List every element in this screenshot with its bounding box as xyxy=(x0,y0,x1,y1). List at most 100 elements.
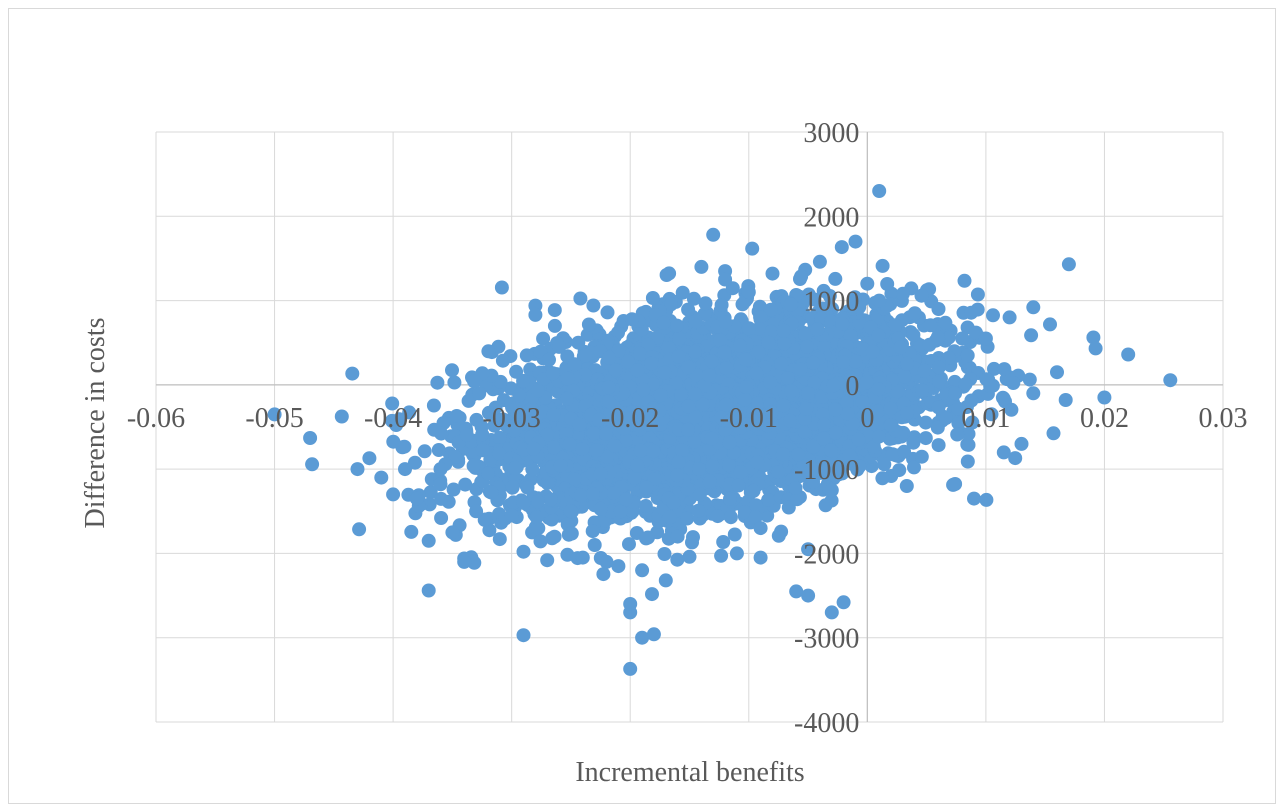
scatter-point xyxy=(526,441,541,456)
scatter-point xyxy=(586,426,601,441)
data-points xyxy=(267,184,1178,676)
scatter-point xyxy=(915,383,929,398)
scatter-point xyxy=(875,471,890,486)
scatter-point xyxy=(448,449,463,464)
scatter-point xyxy=(723,491,737,506)
scatter-point xyxy=(996,445,1011,460)
scatter-point xyxy=(385,396,400,411)
scatter-point xyxy=(892,463,907,478)
scatter-point xyxy=(957,273,972,288)
scatter-point xyxy=(964,305,979,320)
scatter-point xyxy=(804,463,819,478)
scatter-point xyxy=(714,548,729,563)
scatter-point xyxy=(573,488,588,503)
scatter-point xyxy=(542,352,556,367)
scatter-point xyxy=(618,433,633,448)
scatter-point xyxy=(761,335,776,350)
scatter-point xyxy=(621,354,636,369)
scatter-point xyxy=(611,343,626,358)
scatter-point xyxy=(748,498,763,513)
scatter-point xyxy=(540,476,555,490)
scatter-point xyxy=(613,504,628,519)
scatter-point xyxy=(602,350,616,365)
scatter-point xyxy=(633,346,648,361)
scatter-point xyxy=(719,361,734,375)
scatter-point xyxy=(828,271,843,286)
scatter-point xyxy=(586,298,601,313)
scatter-point xyxy=(502,419,517,434)
scatter-point xyxy=(748,510,763,525)
scatter-point xyxy=(763,324,778,339)
scatter-point xyxy=(1163,373,1178,388)
scatter-point xyxy=(688,314,703,329)
scatter-point xyxy=(430,375,445,390)
scatter-point xyxy=(464,444,479,459)
scatter-point xyxy=(979,492,994,507)
scatter-point xyxy=(930,420,945,435)
scatter-point xyxy=(492,446,507,461)
scatter-point xyxy=(646,444,661,459)
scatter-point xyxy=(606,486,621,501)
scatter-point xyxy=(459,427,474,442)
scatter-point xyxy=(950,427,965,442)
scatter-point xyxy=(688,410,703,425)
scatter-point xyxy=(510,399,525,414)
scatter-point xyxy=(670,318,684,333)
scatter-point xyxy=(774,356,789,371)
scatter-point xyxy=(593,501,608,516)
scatter-point xyxy=(572,417,587,432)
scatter-point xyxy=(941,330,956,345)
scatter-point xyxy=(692,487,707,502)
scatter-point xyxy=(906,327,921,342)
scatter-point xyxy=(389,418,404,432)
scatter-point xyxy=(633,443,648,458)
scatter-point xyxy=(625,312,639,327)
scatter-point xyxy=(546,407,561,422)
scatter-point xyxy=(547,318,562,333)
scatter-point xyxy=(750,455,765,470)
scatter-point xyxy=(801,386,815,401)
scatter-point xyxy=(918,415,933,430)
scatter-point xyxy=(1022,372,1037,387)
scatter-point xyxy=(492,430,507,445)
scatter-point xyxy=(1006,376,1021,390)
scatter-point xyxy=(970,287,985,302)
scatter-point xyxy=(530,383,545,398)
scatter-point xyxy=(714,298,729,312)
scatter-point xyxy=(536,331,551,346)
scatter-point xyxy=(475,443,490,458)
scatter-point xyxy=(516,442,531,457)
scatter-point xyxy=(531,494,545,509)
scatter-point xyxy=(741,321,756,336)
scatter-point xyxy=(839,396,854,411)
scatter-point xyxy=(458,477,473,492)
scatter-point xyxy=(547,529,562,544)
scatter-point xyxy=(600,305,615,320)
scatter-point xyxy=(948,386,963,401)
scatter-point xyxy=(752,299,767,314)
scatter-point xyxy=(484,485,499,500)
scatter-point xyxy=(791,447,806,462)
scatter-point xyxy=(1086,330,1101,345)
scatter-point xyxy=(907,460,921,475)
scatter-point xyxy=(751,345,766,360)
scatter-point xyxy=(852,300,867,315)
scatter-point xyxy=(960,454,975,469)
scatter-point xyxy=(596,567,611,582)
scatter-point xyxy=(807,375,822,390)
scatter-point xyxy=(305,457,320,472)
scatter-point xyxy=(794,269,809,284)
scatter-point xyxy=(877,457,892,472)
scatter-point xyxy=(859,375,874,390)
scatter-point xyxy=(482,523,497,538)
scatter-point xyxy=(961,437,976,452)
scatter-point xyxy=(593,466,608,481)
scatter-point xyxy=(951,416,966,431)
scatter-point xyxy=(753,310,768,325)
scatter-point xyxy=(939,411,953,426)
scatter-point xyxy=(783,413,797,428)
scatter-point xyxy=(818,498,833,513)
scatter-point xyxy=(475,427,490,442)
scatter-point xyxy=(865,344,880,359)
scatter-point xyxy=(798,327,813,342)
